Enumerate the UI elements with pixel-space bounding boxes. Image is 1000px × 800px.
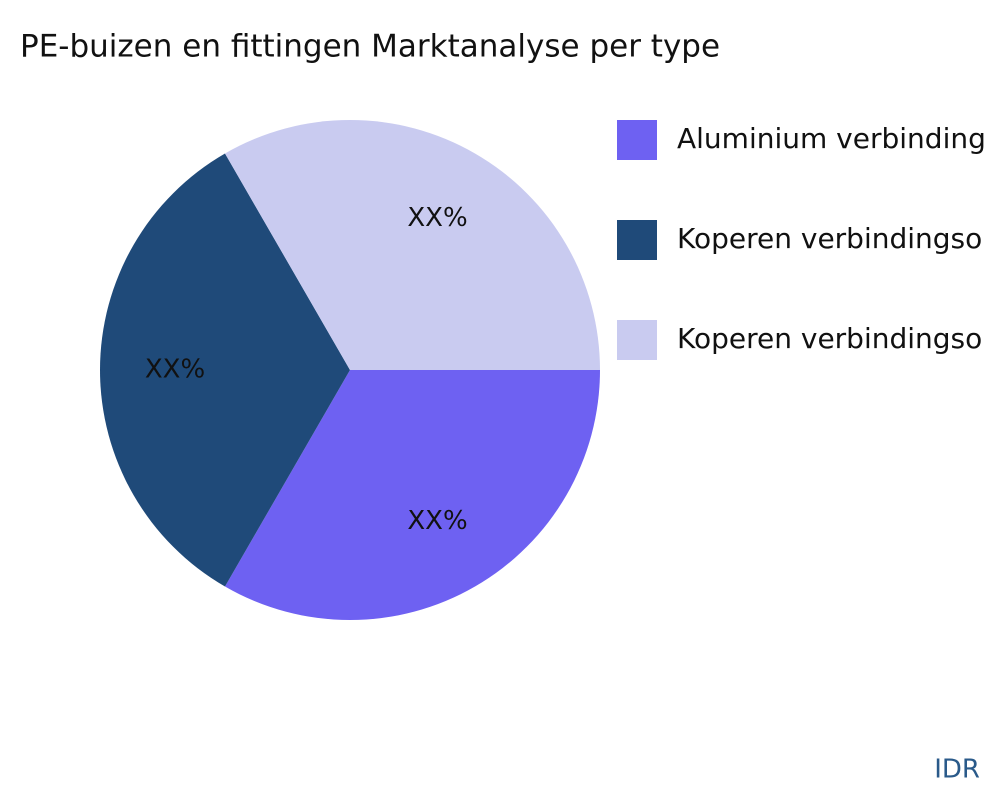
pie-slice xyxy=(225,119,600,370)
source: IDR xyxy=(934,755,980,785)
data-label: XX% xyxy=(407,506,467,536)
data-label: XX% xyxy=(407,203,467,233)
legend-label: Koperen verbindingso xyxy=(677,222,982,255)
legend-swatch xyxy=(617,320,657,360)
legend-swatch xyxy=(617,220,657,260)
legend-label: Aluminium verbinding xyxy=(677,122,986,155)
data-label: XX% xyxy=(145,355,205,385)
legend-label: Koperen verbindingso xyxy=(677,322,982,355)
chart-title: PE-buizen en fittingen Marktanalyse per … xyxy=(20,29,720,65)
legend-swatch xyxy=(617,120,657,160)
pie-slice xyxy=(225,370,600,620)
